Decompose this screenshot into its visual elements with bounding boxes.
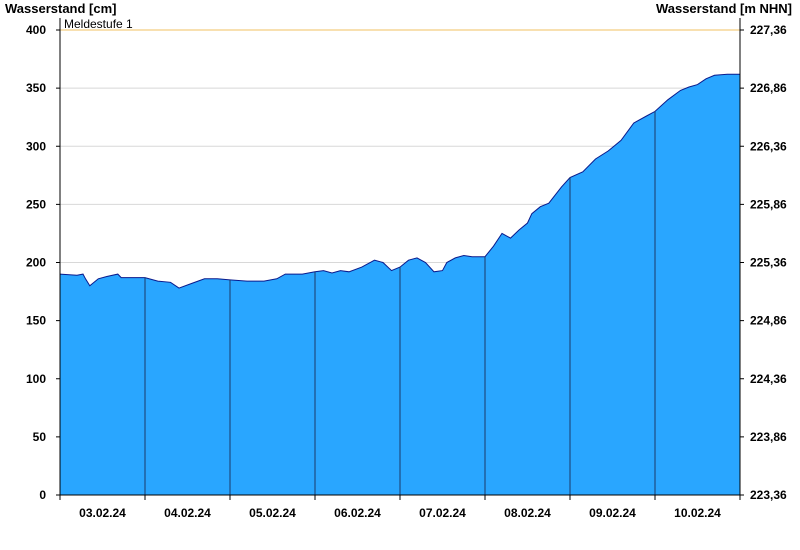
y-axis-right-ticks: 223,36 223,86 224,36 224,86 225,36 225,86 226,… [740, 23, 787, 502]
x-tick-label: 05.02.24 [249, 506, 296, 520]
x-tick-label: 06.02.24 [334, 506, 381, 520]
y-right-tick-label: 225,86 [750, 197, 787, 211]
y-left-tick-label: 350 [26, 81, 46, 95]
y-right-tick-label: 224,36 [750, 372, 787, 386]
y-right-tick-label: 226,36 [750, 139, 787, 153]
y-left-tick-label: 200 [26, 256, 46, 270]
day-separators [144, 111, 656, 495]
x-tick-label: 08.02.24 [504, 506, 551, 520]
x-tick-label: 10.02.24 [674, 506, 721, 520]
y-left-tick-label: 400 [26, 23, 46, 37]
y-axis-right-title: Wasserstand [m NHN] [656, 1, 792, 16]
y-right-tick-label: 227,36 [750, 23, 787, 37]
y-left-tick-label: 50 [33, 430, 47, 444]
y-left-tick-label: 150 [26, 314, 46, 328]
y-right-tick-label: 226,86 [750, 81, 787, 95]
x-tick-label: 09.02.24 [589, 506, 636, 520]
meldestufe-label: Meldestufe 1 [64, 17, 133, 31]
y-left-tick-label: 100 [26, 372, 46, 386]
x-tick-label: 03.02.24 [79, 506, 126, 520]
x-tick-label: 04.02.24 [164, 506, 211, 520]
y-axis-left-title: Wasserstand [cm] [5, 1, 117, 16]
x-tick-label: 07.02.24 [419, 506, 466, 520]
water-level-line [59, 73, 740, 289]
y-right-tick-label: 223,36 [750, 488, 787, 502]
y-left-tick-label: 250 [26, 197, 46, 211]
y-left-tick-label: 300 [26, 139, 46, 153]
y-right-tick-label: 223,86 [750, 430, 787, 444]
x-axis-ticks: 03.02.24 04.02.24 05.02.24 06.02.24 07.02.24… [59, 495, 741, 520]
y-axis-left-ticks: 0 50 100 150 200 250 300 350 400 [26, 23, 60, 502]
y-right-tick-label: 224,86 [750, 314, 787, 328]
y-left-tick-label: 0 [39, 488, 46, 502]
y-right-tick-label: 225,36 [750, 256, 787, 270]
